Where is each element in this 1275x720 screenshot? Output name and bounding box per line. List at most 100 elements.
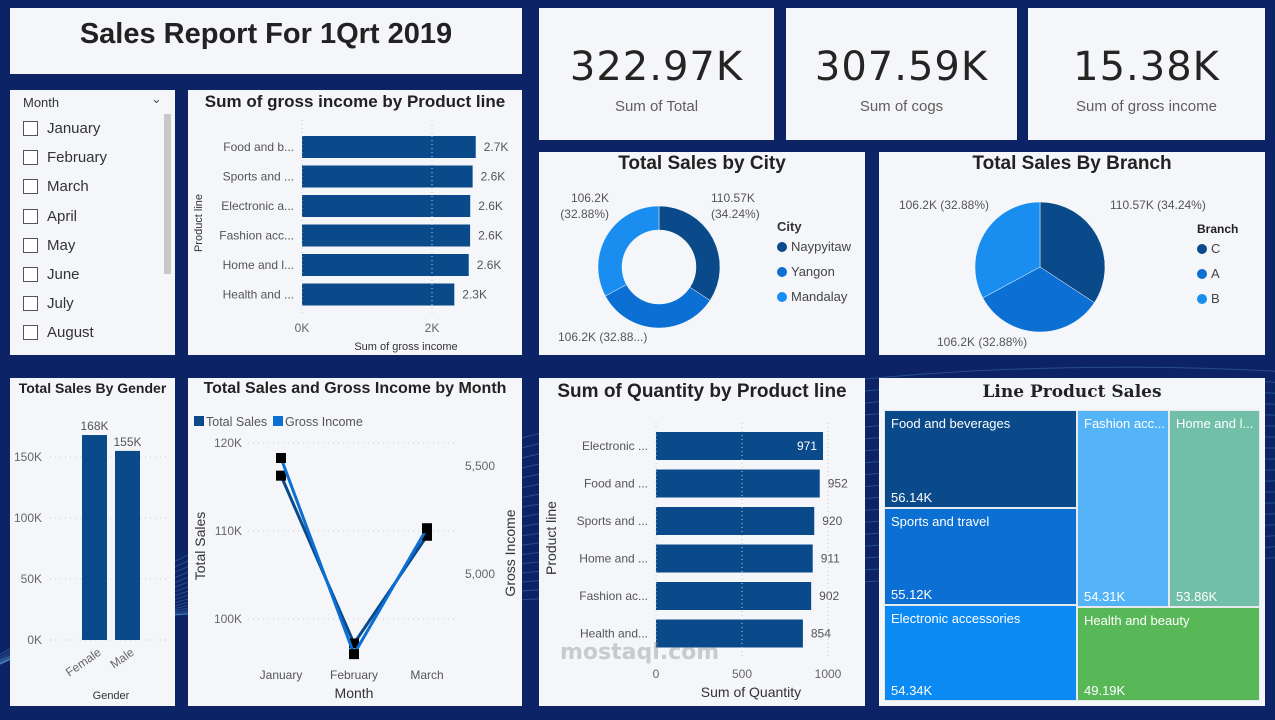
tile-label: Fashion acc... bbox=[1084, 416, 1165, 431]
treemap-tile[interactable]: Sports and travel 55.12K bbox=[884, 508, 1077, 605]
tile-label: Health and beauty bbox=[1084, 613, 1190, 628]
slicer-item-may[interactable]: May bbox=[23, 231, 163, 260]
legend-marker bbox=[777, 241, 787, 252]
category-label: Sports and ... bbox=[577, 514, 648, 528]
category-label: Sports and ... bbox=[223, 170, 294, 184]
category-label: Fashion ac... bbox=[579, 589, 648, 603]
legend-label: A bbox=[1211, 266, 1220, 281]
tick-label: 120K bbox=[214, 436, 242, 450]
checkbox[interactable] bbox=[23, 208, 38, 224]
legend-item-mandalay[interactable]: Mandalay bbox=[777, 284, 851, 309]
y-axis-title: Total Sales bbox=[192, 512, 208, 580]
legend-marker bbox=[1197, 293, 1207, 304]
category-label: February bbox=[330, 668, 378, 682]
tile-label: Home and l... bbox=[1176, 416, 1254, 431]
legend-marker bbox=[273, 416, 283, 426]
slicer-item-july[interactable]: July bbox=[23, 289, 163, 318]
legend-title: Branch bbox=[1197, 222, 1239, 236]
data-label: 2.6K bbox=[478, 199, 503, 213]
page-title: Sales Report For 1Qrt 2019 bbox=[79, 18, 453, 50]
category-label: Health and ... bbox=[223, 288, 294, 302]
legend-label: Yangon bbox=[791, 264, 835, 279]
data-label: 920 bbox=[822, 514, 842, 528]
slicer-item-february[interactable]: February bbox=[23, 143, 163, 172]
slicer-item-january[interactable]: January bbox=[23, 114, 163, 143]
slicer-item-label: May bbox=[47, 236, 76, 254]
data-point bbox=[276, 470, 286, 481]
month-slicer: Month ⌄ January February March April May June… bbox=[10, 90, 175, 355]
data-label: 2.6K bbox=[478, 229, 503, 243]
tick-label: 150K bbox=[14, 450, 42, 464]
checkbox[interactable] bbox=[23, 325, 38, 341]
bar bbox=[656, 619, 803, 648]
slicer-item-june[interactable]: June bbox=[23, 260, 163, 289]
treemap-tile[interactable]: Fashion acc... 54.31K bbox=[1077, 410, 1169, 607]
tile-label: Food and beverages bbox=[891, 416, 1011, 431]
category-label: Fashion acc... bbox=[219, 229, 294, 243]
slicer-item-label: July bbox=[47, 295, 74, 313]
treemap-tile[interactable]: Health and beauty 49.19K bbox=[1077, 607, 1260, 701]
category-label: Food and b... bbox=[223, 140, 294, 154]
tile-label: Sports and travel bbox=[891, 514, 990, 529]
quantity-by-product-chart: Sum of Quantity by Product line Electron… bbox=[539, 378, 865, 706]
tick-label: 0 bbox=[653, 667, 660, 681]
kpi-value: 307.59K bbox=[814, 44, 989, 90]
treemap-tile[interactable]: Food and beverages 56.14K bbox=[884, 410, 1077, 508]
category-label: Male bbox=[107, 645, 137, 672]
treemap-tile[interactable]: Electronic accessories 54.34K bbox=[884, 605, 1077, 701]
tick-label-right: 5,500 bbox=[465, 459, 495, 473]
legend-marker bbox=[777, 266, 787, 277]
checkbox[interactable] bbox=[23, 150, 38, 166]
legend-item-yangon[interactable]: Yangon bbox=[777, 259, 851, 284]
data-label: 952 bbox=[828, 477, 848, 491]
checkbox[interactable] bbox=[23, 237, 38, 253]
slicer-item-march[interactable]: March bbox=[23, 172, 163, 201]
tile-value: 56.14K bbox=[891, 490, 933, 505]
kpi-value: 322.97K bbox=[569, 44, 744, 90]
kpi-card-cogs: 307.59K Sum of cogs bbox=[786, 8, 1017, 140]
bar bbox=[656, 582, 812, 610]
scrollbar[interactable] bbox=[164, 114, 171, 274]
slicer-item-label: January bbox=[47, 120, 101, 138]
data-label: 155K bbox=[113, 435, 141, 449]
legend-item-a[interactable]: A bbox=[1197, 261, 1238, 286]
sales-by-city-chart: Total Sales by City 110.57K (34.24%) 106.2… bbox=[539, 152, 865, 355]
treemap-tile[interactable]: Home and l... 53.86K bbox=[1169, 410, 1260, 607]
data-label: 971 bbox=[797, 439, 817, 453]
category-label: Electronic a... bbox=[221, 199, 294, 213]
slicer-item-april[interactable]: April bbox=[23, 202, 163, 231]
data-point bbox=[422, 530, 432, 541]
slicer-item-label: April bbox=[47, 207, 78, 225]
data-label: 854 bbox=[811, 627, 831, 641]
legend-item-b[interactable]: B bbox=[1197, 286, 1238, 311]
y-axis-title: Product line bbox=[193, 194, 205, 252]
category-label: Home and ... bbox=[579, 552, 648, 566]
checkbox[interactable] bbox=[23, 179, 38, 195]
checkbox[interactable] bbox=[23, 121, 38, 137]
data-label: 2.6K bbox=[477, 258, 502, 272]
tile-value: 53.86K bbox=[1176, 589, 1218, 604]
slicer-item-august[interactable]: August bbox=[23, 318, 163, 347]
pie-slice-naypyitaw bbox=[658, 205, 721, 301]
legend-item-c[interactable]: C bbox=[1197, 236, 1238, 261]
data-label: (32.88%) bbox=[560, 207, 609, 221]
legend-item-naypyitaw[interactable]: Naypyitaw bbox=[777, 234, 851, 259]
data-label: 106.2K (32.88%) bbox=[899, 198, 989, 212]
data-label: 2.6K bbox=[481, 170, 506, 184]
category-label: March bbox=[410, 668, 443, 682]
kpi-value: 15.38K bbox=[1073, 44, 1220, 90]
kpi-label: Sum of Total bbox=[614, 98, 699, 115]
tile-value: 54.34K bbox=[891, 683, 933, 698]
pie-slice-b bbox=[974, 201, 1041, 299]
chart-title: Total Sales By Branch bbox=[972, 153, 1172, 174]
checkbox[interactable] bbox=[23, 267, 38, 283]
checkbox[interactable] bbox=[23, 296, 38, 312]
tick-label: 50K bbox=[21, 572, 42, 586]
tile-value: 49.19K bbox=[1084, 683, 1126, 698]
line-product-sales-treemap: Line Product Sales Food and beverages 56.… bbox=[879, 378, 1265, 706]
bar bbox=[115, 450, 140, 640]
chevron-down-icon[interactable]: ⌄ bbox=[151, 92, 162, 107]
pie-slice-mandalay bbox=[597, 205, 660, 297]
kpi-label: Sum of cogs bbox=[859, 98, 944, 115]
tick-label: 500 bbox=[732, 667, 752, 681]
